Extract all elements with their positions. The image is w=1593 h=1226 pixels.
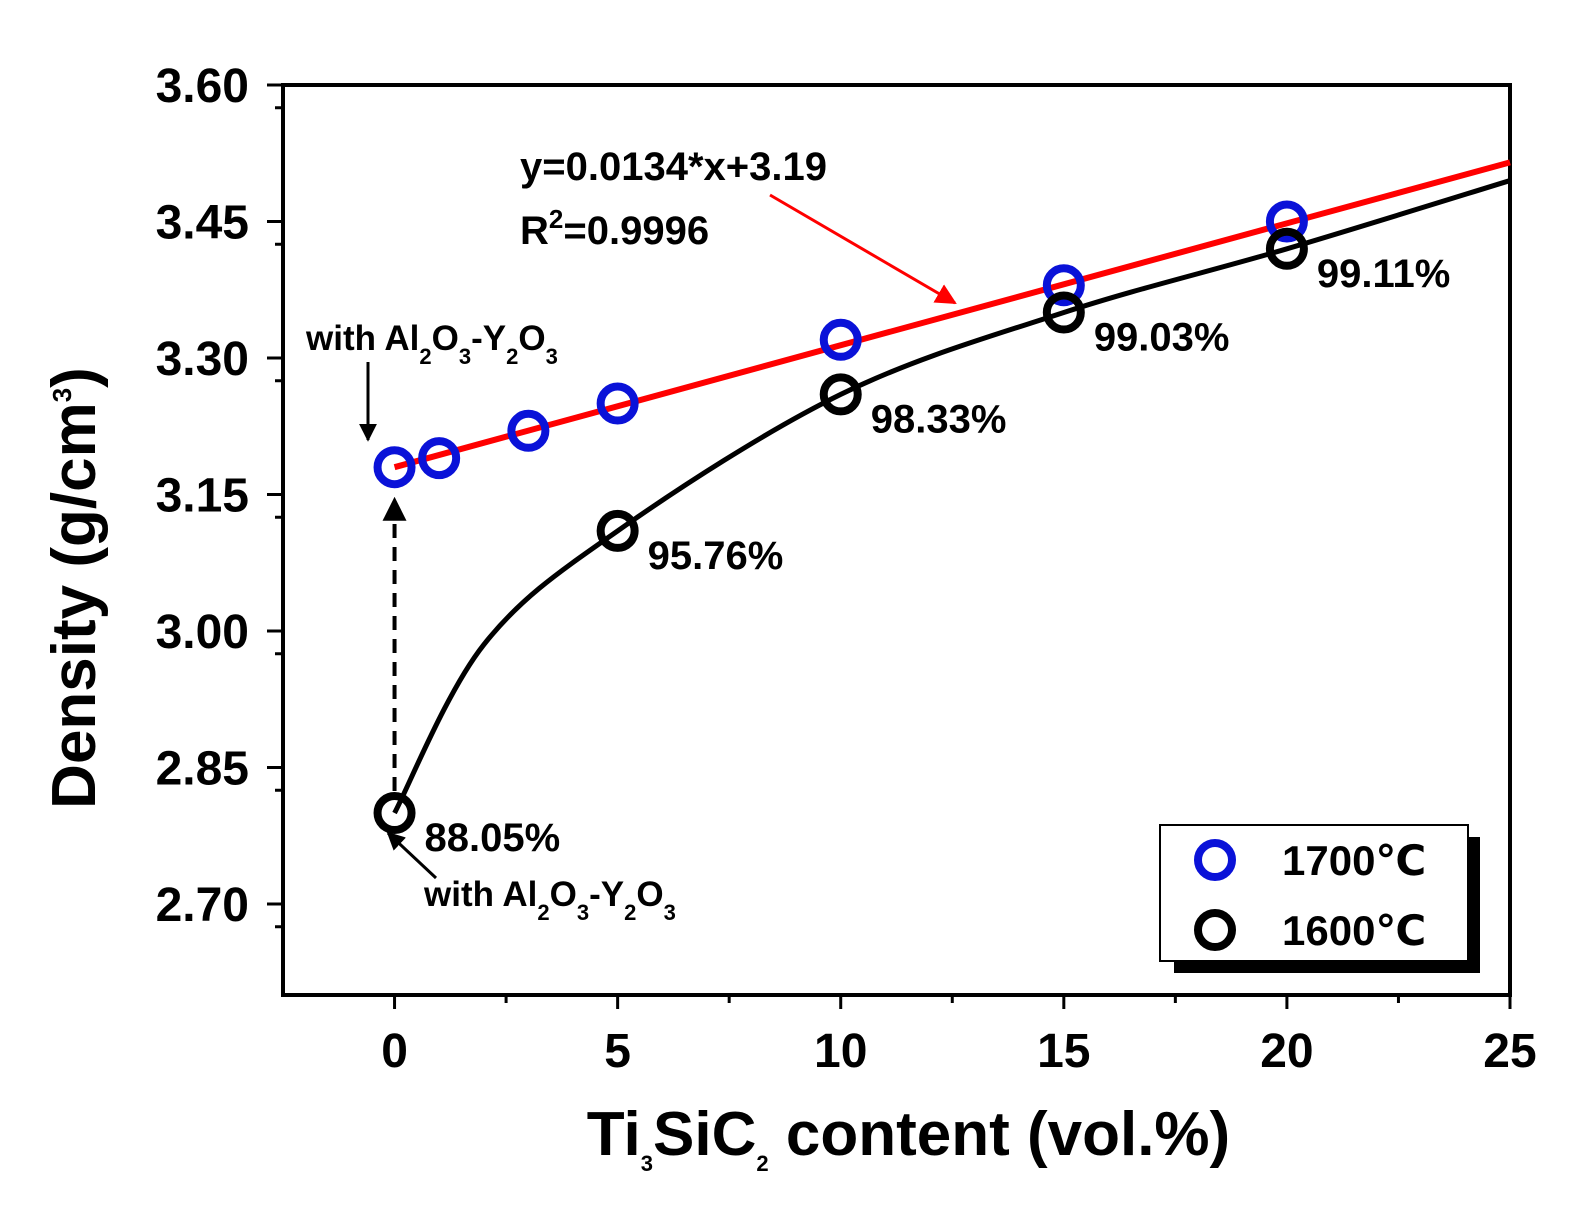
y-tick-label: 3.45 [156, 197, 249, 250]
anno-part: 2 [624, 900, 636, 925]
y-tick-label: 3.60 [156, 60, 249, 113]
data-label: 88.05% [425, 816, 561, 860]
y-title-sup: 3 [47, 388, 77, 402]
data-point [507, 409, 550, 452]
x-title-sub: 3 [641, 1151, 653, 1176]
data-point [596, 509, 639, 552]
data-point [1265, 227, 1308, 270]
anno-part: with Al [423, 875, 537, 914]
x-tick-label: 25 [1483, 1025, 1536, 1078]
data-point [418, 437, 461, 480]
equation-arrow [769, 193, 957, 305]
x-tick-label: 10 [814, 1025, 867, 1078]
plot-frame [281, 83, 1512, 997]
anno-part: 2 [419, 344, 431, 369]
r2-part: =0.9996 [563, 209, 709, 253]
x-tick-label: 0 [381, 1025, 408, 1078]
data-label: 99.11% [1317, 252, 1450, 296]
legend-box [1159, 824, 1469, 962]
annotation-bottom-arrow [386, 831, 438, 880]
anno-part: O [636, 875, 663, 914]
fit-r-squared: R2=0.9996 [520, 204, 709, 253]
annotation-bottom: with Al2O3-Y2O3 [423, 875, 676, 925]
legend-label: 1600℃ [1282, 907, 1426, 954]
x-title-part: content (vol.%) [769, 1100, 1231, 1169]
x-tick-label: 15 [1037, 1025, 1090, 1078]
anno-part: O [550, 875, 577, 914]
x-title-part: Ti [587, 1100, 641, 1169]
anno-part: 3 [577, 900, 589, 925]
smooth-curve-1600 [392, 178, 1511, 815]
anno-part: -Y [589, 875, 624, 914]
data-point [819, 318, 862, 361]
x-title-part: SiC [653, 1100, 756, 1169]
legend-label: 1700℃ [1282, 837, 1426, 884]
x-axis-title: Ti3SiC2 content (vol.%) [587, 1100, 1230, 1176]
y-title-part: Density (g/cm [40, 402, 109, 809]
data-point [1042, 291, 1085, 334]
data-point [1042, 264, 1085, 307]
anno-part: 2 [537, 900, 549, 925]
data-point [373, 446, 416, 489]
annotation-top: with Al2O3-Y2O3 [305, 319, 558, 369]
y-tick-label: 3.00 [156, 606, 249, 659]
anno-part: O [432, 319, 459, 358]
anno-part: 3 [546, 344, 558, 369]
data-label: 95.76% [648, 534, 784, 578]
x-tick-label: 20 [1260, 1025, 1313, 1078]
anno-part: 3 [664, 900, 676, 925]
y-tick-label: 2.85 [156, 743, 249, 796]
data-point [819, 373, 862, 416]
anno-part: -Y [471, 319, 506, 358]
fit-line-1700 [393, 159, 1511, 471]
anno-part: 3 [459, 344, 471, 369]
data-label: 98.33% [871, 397, 1007, 441]
x-tick-label: 5 [604, 1025, 631, 1078]
data-point [373, 792, 416, 834]
anno-part: with Al [305, 319, 419, 358]
legend-marker [1194, 909, 1236, 951]
y-tick-label: 3.30 [156, 333, 249, 386]
y-axis-title: Density (g/cm3) [40, 367, 109, 809]
data-point [1265, 200, 1308, 243]
r2-sup: 2 [549, 204, 563, 234]
y-tick-label: 3.15 [156, 470, 249, 523]
anno-part: O [518, 319, 545, 358]
x-title-sub: 2 [756, 1151, 768, 1176]
y-title-part: ) [40, 367, 109, 388]
data-label: 99.03% [1094, 316, 1230, 360]
fit-equation: y=0.0134*x+3.19 [520, 145, 827, 189]
r2-part: R [520, 209, 549, 253]
legend-marker [1194, 839, 1236, 881]
y-tick-label: 2.70 [156, 879, 249, 932]
anno-part: 2 [506, 344, 518, 369]
data-point [596, 382, 639, 425]
